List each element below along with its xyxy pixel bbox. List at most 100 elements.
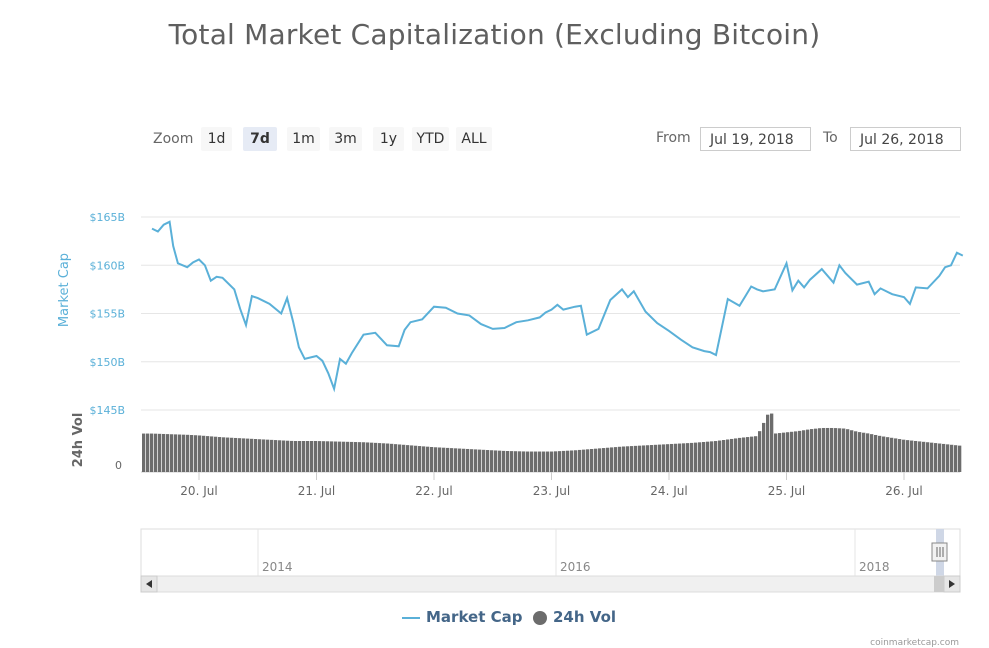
legend-volume[interactable]: 24h Vol (533, 608, 616, 630)
volume-bar (270, 439, 274, 472)
x-tick-label: 24. Jul (650, 484, 687, 498)
zoom-1y-button[interactable]: 1y (373, 127, 404, 151)
legend-market-cap[interactable]: Market Cap (402, 608, 522, 630)
legend-volume-label: 24h Vol (553, 608, 617, 626)
volume-bar (338, 441, 342, 472)
volume-bar (150, 433, 154, 472)
volume-bar (714, 441, 718, 472)
volume-bar (570, 450, 574, 472)
volume-bar (322, 441, 326, 472)
zoom-3m-button[interactable]: 3m (329, 127, 362, 151)
volume-bar (690, 442, 694, 472)
x-tick-label: 22. Jul (415, 484, 452, 498)
volume-bar (466, 448, 470, 472)
volume-bar (798, 430, 802, 472)
volume-bar (538, 451, 542, 472)
volume-bar (942, 443, 946, 472)
scrollbar-thumb[interactable] (934, 576, 944, 592)
volume-bar (750, 436, 754, 472)
volume-bar (938, 443, 942, 472)
volume-bar (198, 435, 202, 472)
volume-bar (258, 439, 262, 472)
volume-bar (870, 434, 874, 472)
volume-bar (670, 443, 674, 472)
volume-bar (554, 451, 558, 472)
zoom-all-button[interactable]: ALL (456, 127, 492, 151)
volume-bar (298, 441, 302, 472)
volume-bar (210, 436, 214, 472)
volume-bar (702, 441, 706, 472)
zoom-1m-button[interactable]: 1m (287, 127, 320, 151)
volume-bar (842, 428, 846, 472)
volume-bar (854, 431, 858, 472)
navigator-tick-label: 2018 (859, 560, 890, 574)
volume-bar (550, 451, 554, 472)
volume-bar (698, 442, 702, 472)
volume-bar (146, 433, 150, 472)
volume-bar (910, 440, 914, 472)
volume-bar (214, 436, 218, 472)
volume-bar (294, 441, 298, 472)
volume-bar (706, 441, 710, 472)
volume-bar (274, 440, 278, 472)
volume-bar (818, 428, 822, 472)
volume-bar (926, 442, 930, 472)
volume-bar (742, 437, 746, 472)
volume-bar (366, 442, 370, 472)
volume-bar (218, 437, 222, 472)
volume-bar (682, 443, 686, 472)
volume-bar (386, 443, 390, 472)
volume-bar (526, 451, 530, 472)
volume-bar (334, 441, 338, 472)
volume-bar (290, 440, 294, 472)
volume-bar (766, 414, 770, 472)
volume-bar (414, 445, 418, 472)
volume-bar (542, 451, 546, 472)
volume-axis-title: 24h Vol (71, 413, 86, 468)
volume-bar (758, 431, 762, 472)
volume-bar (906, 440, 910, 472)
volume-bar (534, 451, 538, 472)
volume-bar (230, 437, 234, 472)
volume-bar (194, 435, 198, 472)
volume-bar (474, 449, 478, 472)
volume-bar (630, 446, 634, 472)
volume-bar (574, 450, 578, 472)
to-date-input[interactable]: Jul 26, 2018 (850, 127, 961, 151)
volume-bar (170, 434, 174, 472)
zoom-ytd-button[interactable]: YTD (412, 127, 449, 151)
navigator[interactable] (140, 528, 961, 577)
volume-bar (314, 441, 318, 472)
volume-bar (778, 433, 782, 472)
from-date-input[interactable]: Jul 19, 2018 (700, 127, 811, 151)
volume-bar (638, 445, 642, 472)
volume-bar (330, 441, 334, 472)
volume-bar (318, 441, 322, 472)
credit-link[interactable]: coinmarketcap.com (870, 638, 959, 648)
volume-bars (142, 413, 962, 472)
volume-bar (238, 438, 242, 472)
navigator-tick-label: 2016 (560, 560, 591, 574)
volume-bar (582, 449, 586, 472)
volume-bar (930, 442, 934, 472)
volume-bar (530, 451, 534, 472)
volume-bar (722, 440, 726, 472)
zoom-7d-button[interactable]: 7d (243, 127, 277, 151)
scrollbar-track[interactable] (140, 575, 961, 593)
volume-bar (426, 446, 430, 472)
volume-bar (774, 433, 778, 472)
market-cap-chart[interactable]: $165B $160B $155B $150B $145B Market Cap 24h… (0, 0, 989, 600)
volume-bar (142, 433, 146, 472)
volume-bar (226, 437, 230, 472)
zoom-1d-button[interactable]: 1d (201, 127, 232, 151)
volume-bar (718, 440, 722, 472)
volume-bar (506, 450, 510, 472)
volume-bar (302, 441, 306, 472)
volume-bar (874, 434, 878, 472)
volume-bar (862, 432, 866, 472)
volume-bar (394, 444, 398, 472)
volume-bar (790, 431, 794, 472)
volume-bar (462, 448, 466, 472)
volume-bar (446, 447, 450, 472)
volume-bar (602, 448, 606, 472)
